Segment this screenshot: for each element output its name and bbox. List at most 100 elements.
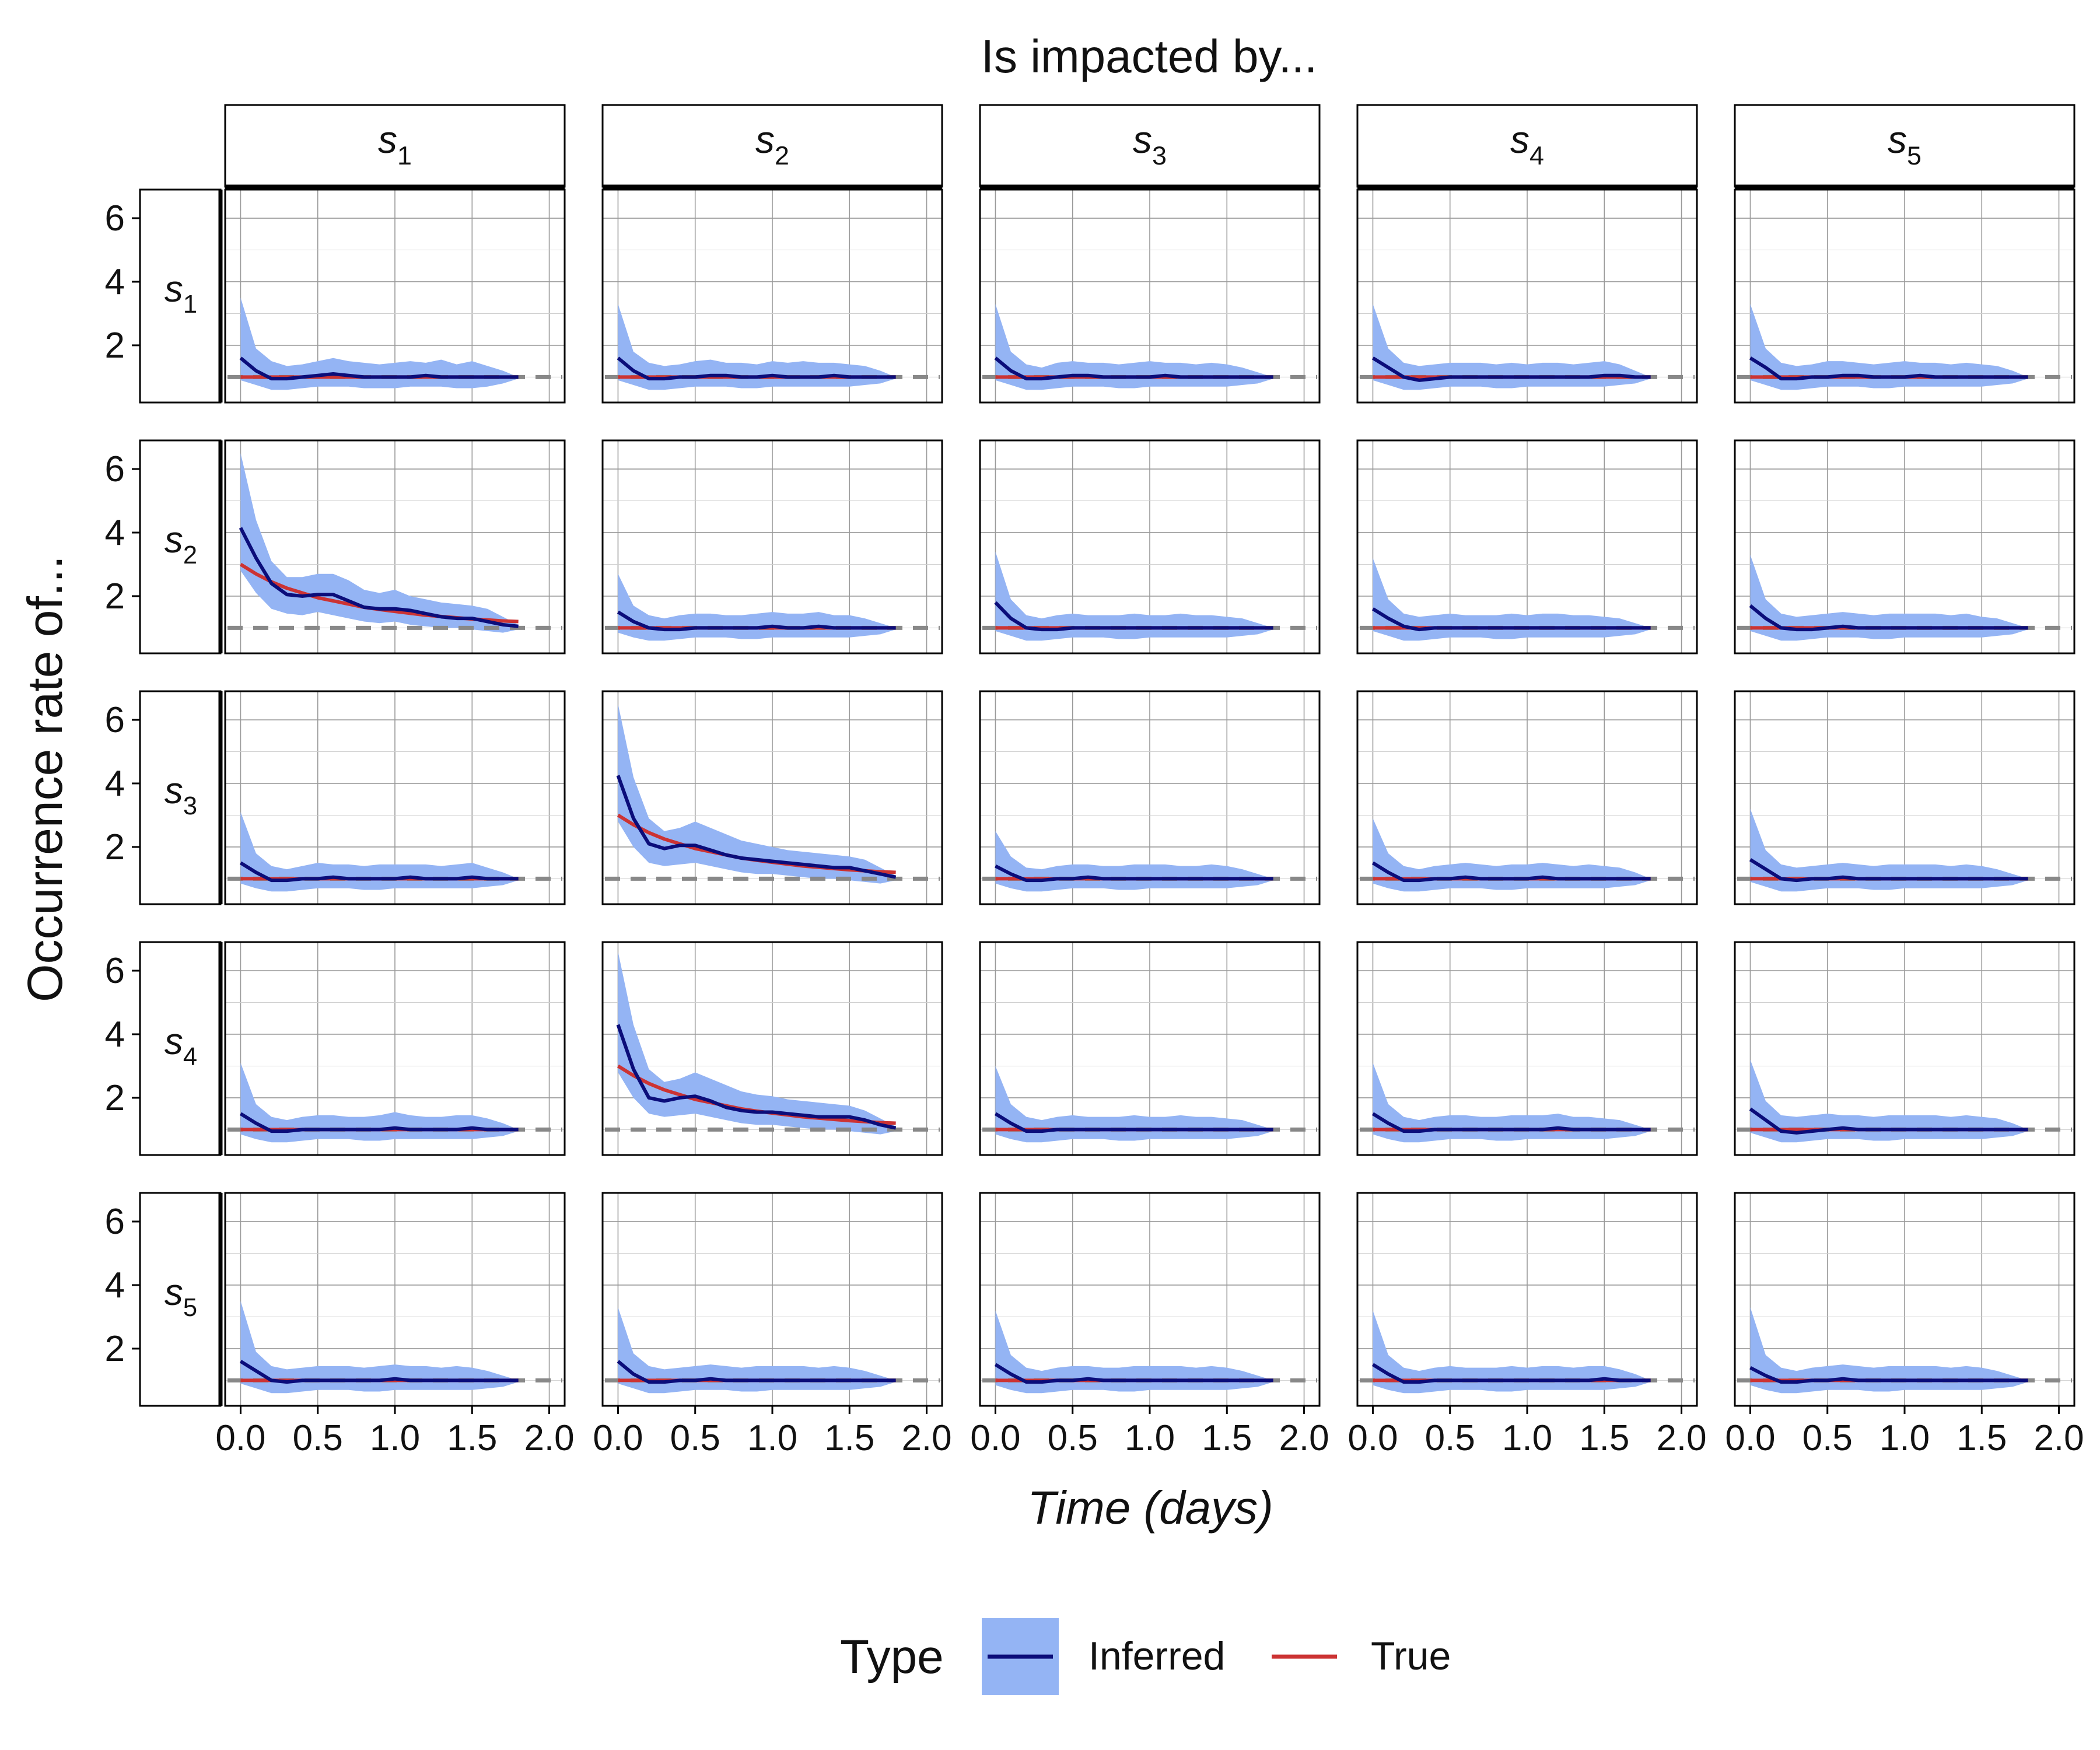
band-r5c2 — [618, 1307, 896, 1394]
y-tick-label-r5-0: 2 — [105, 1329, 125, 1369]
legend-title: Type — [840, 1630, 944, 1684]
inferred-line-r3c5 — [1749, 858, 2028, 883]
band-r4c3 — [995, 1066, 1273, 1143]
x-tick-label-c5-4: 2.0 — [2034, 1418, 2084, 1458]
y-tick-label-r4-2: 6 — [105, 951, 125, 991]
x-tick-label-c3-0: 0.0 — [970, 1418, 1020, 1458]
inferred-line-r1c2 — [617, 356, 896, 381]
inferred-line-r1c1 — [239, 356, 519, 381]
column-strip-label-1: s1 — [378, 118, 412, 170]
panel-border-r4c4 — [1356, 941, 1698, 1156]
band-r2c5 — [1750, 555, 2028, 641]
panel-r4c1 — [224, 941, 566, 1156]
panel-r5c4 — [1356, 1192, 1698, 1407]
band-r3c5 — [1750, 808, 2028, 892]
band-r3c4 — [1373, 818, 1651, 892]
inferred-line-r3c4 — [1371, 861, 1651, 883]
panel-r3c2 — [601, 690, 943, 905]
row-strip-5 — [139, 1192, 222, 1407]
x-tick-label-c4-1: 0.5 — [1425, 1418, 1475, 1458]
band-r2c3 — [995, 551, 1273, 641]
panel-border-r3c2 — [601, 690, 943, 905]
legend-label-inferred: Inferred — [1088, 1634, 1225, 1678]
panel-border-r4c2 — [601, 941, 943, 1156]
panel-r1c2 — [601, 188, 943, 404]
band-r1c4 — [1373, 304, 1651, 390]
panel-r3c5 — [1734, 690, 2076, 905]
x-tick-label-c3-1: 0.5 — [1048, 1418, 1098, 1458]
legend-label-true: True — [1371, 1634, 1451, 1678]
band-r3c3 — [995, 831, 1273, 892]
band-r2c1 — [240, 453, 519, 633]
panel-r2c5 — [1734, 439, 2076, 654]
panel-border-r3c4 — [1356, 690, 1698, 905]
row-strip-label-3: s3 — [164, 769, 197, 820]
panel-r4c2 — [601, 941, 943, 1156]
inferred-line-r5c2 — [617, 1360, 896, 1384]
band-r4c1 — [240, 1063, 519, 1143]
x-tick-label-c1-4: 2.0 — [524, 1418, 574, 1458]
column-strip-2 — [601, 104, 943, 188]
x-tick-label-c4-3: 1.5 — [1579, 1418, 1629, 1458]
x-tick-label-c1-0: 0.0 — [215, 1418, 265, 1458]
column-strip-label-5: s5 — [1888, 118, 1922, 170]
panel-r1c1 — [224, 188, 566, 404]
panel-r3c4 — [1356, 690, 1698, 905]
panel-r5c3 — [979, 1192, 1321, 1407]
panel-border-r2c1 — [224, 439, 566, 654]
panels — [224, 188, 2076, 1407]
inferred-line-r5c3 — [994, 1363, 1273, 1384]
band-r1c3 — [995, 304, 1273, 390]
panel-r4c5 — [1734, 941, 2076, 1156]
column-strip-1 — [224, 104, 566, 188]
y-tick-label-r3-0: 2 — [105, 827, 125, 867]
x-tick-label-c1-3: 1.5 — [447, 1418, 497, 1458]
column-strips: s1 s2 s3 s4 s5 — [224, 104, 2076, 189]
band-r1c2 — [618, 304, 896, 390]
column-strip-label-3: s3 — [1133, 118, 1167, 170]
row-strips: s1 s2 s3 s4 s5 — [139, 188, 223, 1407]
band-r4c2 — [618, 951, 896, 1135]
x-tick-label-c4-4: 2.0 — [1656, 1418, 1706, 1458]
x-axes: 0.0 0.5 1.0 1.5 2.0 0.0 0.5 1.0 1.5 2.0 0.0 0.5 1.0 1… — [215, 1406, 2084, 1458]
panel-r2c3 — [979, 439, 1321, 654]
panel-border-r3c3 — [979, 690, 1321, 905]
panel-border-r1c1 — [224, 188, 566, 404]
band-r1c1 — [240, 298, 519, 390]
x-tick-label-c3-3: 1.5 — [1202, 1418, 1252, 1458]
row-strip-4 — [139, 941, 222, 1156]
band-r1c5 — [1750, 304, 2028, 390]
column-strip-5 — [1734, 104, 2076, 188]
row-strip-2 — [139, 439, 222, 654]
panel-r5c2 — [601, 1192, 943, 1407]
panel-r3c3 — [979, 690, 1321, 905]
panel-r2c2 — [601, 439, 943, 654]
panel-border-r3c1 — [224, 690, 566, 905]
panel-r2c4 — [1356, 439, 1698, 654]
band-r3c2 — [618, 704, 896, 884]
panel-border-r2c3 — [979, 439, 1321, 654]
inferred-line-r1c3 — [994, 356, 1273, 381]
panel-border-r1c5 — [1734, 188, 2076, 404]
inferred-line-r2c4 — [1371, 607, 1651, 632]
inferred-line-r3c1 — [239, 861, 519, 883]
panel-r5c5 — [1734, 1192, 2076, 1407]
row-strip-label-5: s5 — [164, 1271, 197, 1322]
y-tick-label-r3-2: 6 — [105, 700, 125, 740]
band-r2c4 — [1373, 558, 1651, 641]
inferred-line-r1c5 — [1749, 356, 2028, 381]
panel-r2c1 — [224, 439, 566, 654]
y-axes: 2 4 6 2 4 6 2 4 6 2 4 6 2 4 6 — [105, 198, 140, 1369]
column-strip-4 — [1356, 104, 1698, 188]
band-r3c1 — [240, 812, 519, 892]
panel-border-r2c4 — [1356, 439, 1698, 654]
row-strip-3 — [139, 690, 222, 905]
x-tick-label-c3-4: 2.0 — [1279, 1418, 1329, 1458]
band-r4c5 — [1750, 1059, 2028, 1143]
panel-r4c3 — [979, 941, 1321, 1156]
y-tick-label-r1-0: 2 — [105, 326, 125, 366]
x-axis-label: Time (days) — [1027, 1482, 1273, 1534]
y-tick-label-r2-0: 2 — [105, 576, 125, 617]
panel-border-r3c5 — [1734, 690, 2076, 905]
